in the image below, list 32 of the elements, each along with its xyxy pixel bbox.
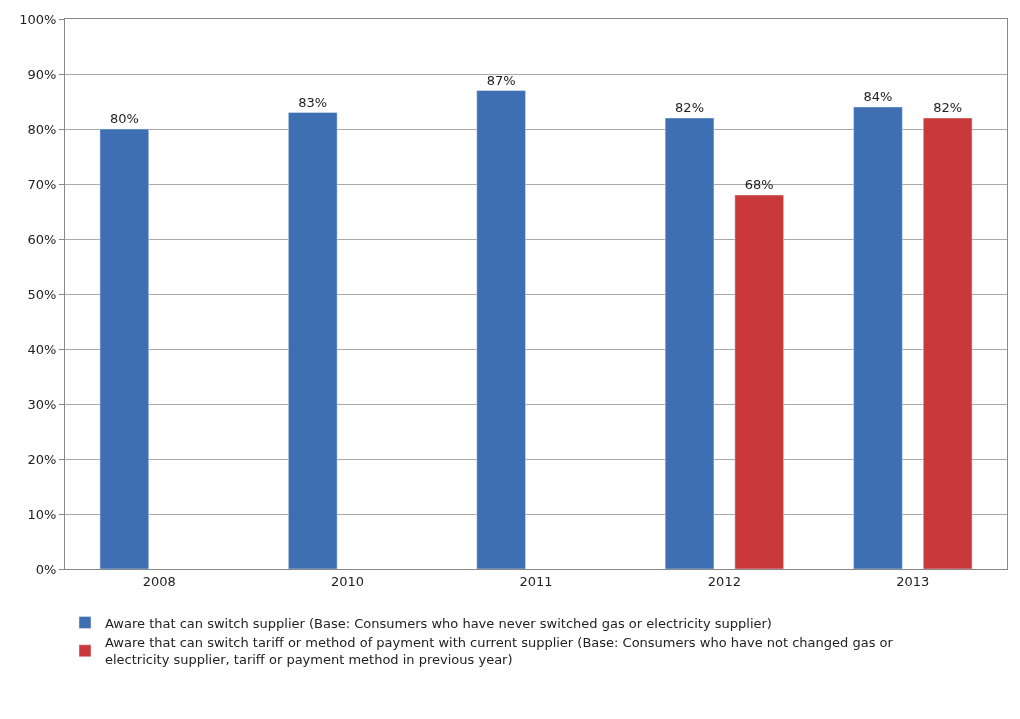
y-tick-label: 90%: [27, 66, 57, 82]
y-tick-label: 80%: [27, 121, 57, 137]
y-tick-label: 30%: [27, 396, 57, 412]
x-tick-label: 2008: [142, 573, 176, 589]
y-tick-label: 60%: [27, 231, 57, 247]
y-tick-label: 100%: [19, 11, 57, 27]
data-label: 82%: [933, 100, 963, 115]
x-tick-label: 2010: [331, 573, 365, 589]
data-label: 83%: [298, 94, 328, 110]
x-tick-label: 2012: [707, 573, 741, 589]
bar: [476, 90, 526, 569]
bar: [853, 106, 903, 569]
x-tick-label: 2011: [519, 573, 553, 589]
y-tick-label: 0%: [35, 561, 57, 577]
bar: [923, 117, 973, 569]
legend-label: Aware that can switch supplier (Base: Consumers who have never switched gas or electricity supplier): [105, 615, 772, 631]
bar: [99, 128, 149, 569]
bar: [288, 112, 338, 569]
y-tick-label: 10%: [27, 506, 57, 522]
data-label: 84%: [863, 89, 893, 104]
data-label: 80%: [109, 111, 139, 126]
y-tick-label: 70%: [27, 176, 57, 192]
bar: [734, 194, 784, 569]
data-label: 87%: [486, 72, 516, 88]
legend-label: Aware that can switch tariff or method of payment with current supplier (Base: Consumers who have not changed gas or electricity supplier, tariff or payment method in previous year): [105, 635, 894, 668]
bar: [664, 117, 715, 569]
x-tick-label: 2013: [896, 573, 930, 589]
data-label: 82%: [675, 100, 704, 115]
y-tick-label: 50%: [27, 286, 57, 302]
data-label: 68%: [744, 177, 774, 192]
y-tick-label: 40%: [27, 341, 57, 357]
y-tick-label: 20%: [27, 451, 57, 467]
